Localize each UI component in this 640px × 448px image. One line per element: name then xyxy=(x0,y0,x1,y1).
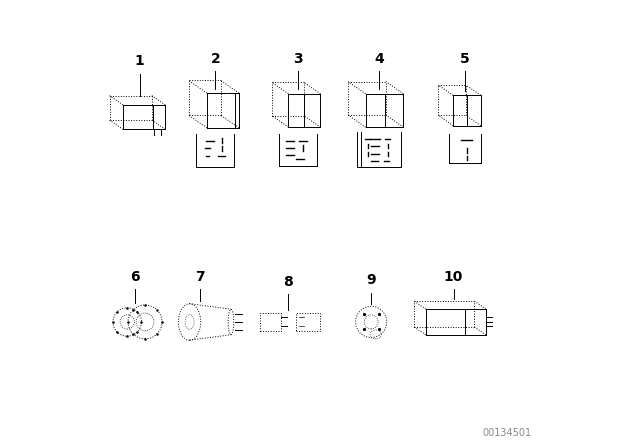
Text: 6: 6 xyxy=(131,270,140,284)
Bar xyxy=(296,313,320,332)
Text: 4: 4 xyxy=(374,52,383,66)
Text: 5: 5 xyxy=(460,52,470,66)
Text: 9: 9 xyxy=(366,273,376,287)
Text: 8: 8 xyxy=(283,275,293,289)
Text: 3: 3 xyxy=(293,52,303,66)
Text: 2: 2 xyxy=(211,52,220,66)
Text: 7: 7 xyxy=(195,270,205,284)
Text: 10: 10 xyxy=(444,270,463,284)
Text: 00134501: 00134501 xyxy=(483,428,532,438)
Text: 1: 1 xyxy=(135,54,145,68)
Bar xyxy=(260,313,281,332)
